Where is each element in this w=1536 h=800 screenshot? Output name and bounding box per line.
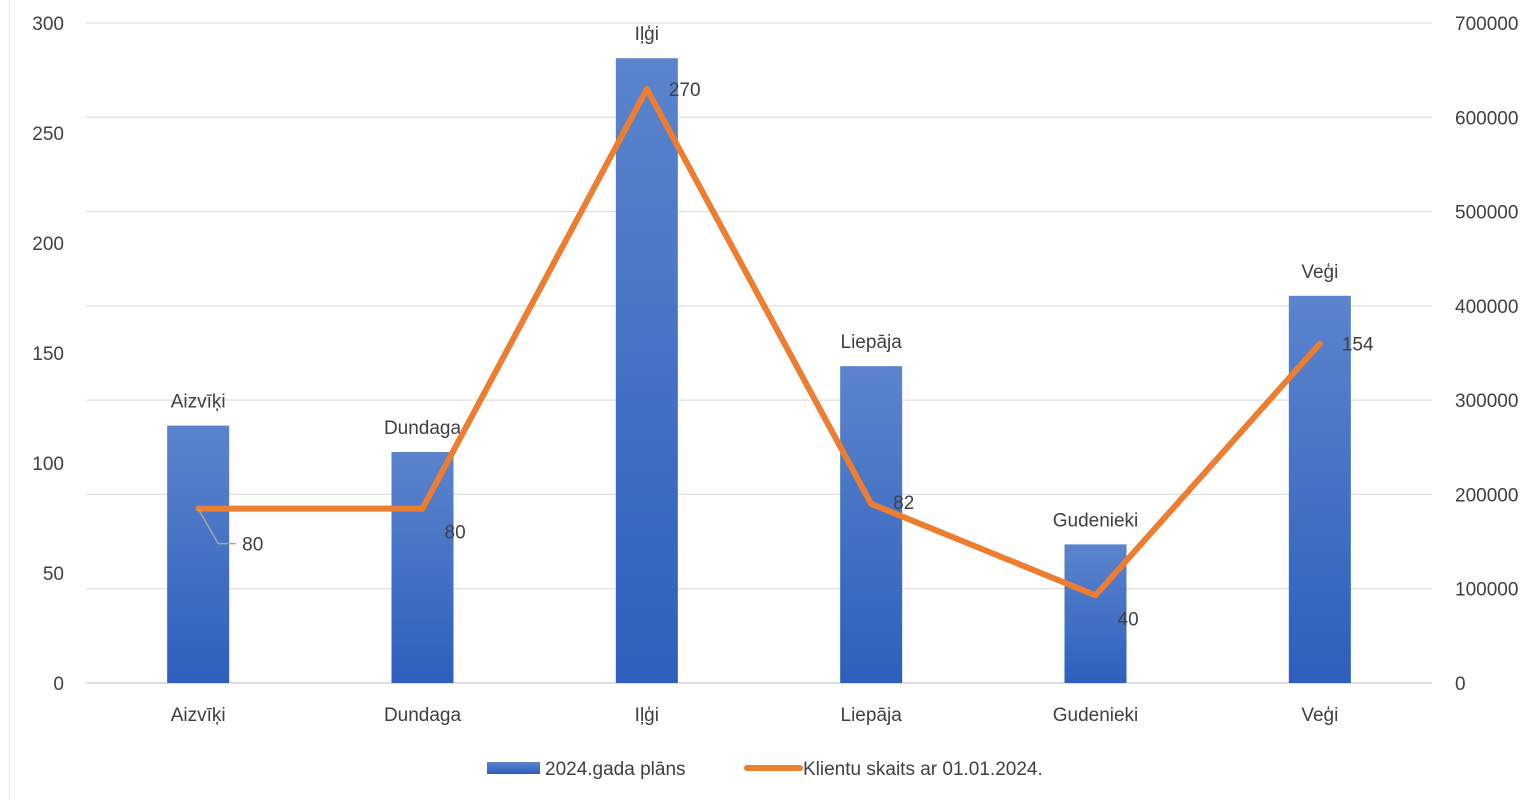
right-axis-tick-label: 200000 <box>1455 485 1518 506</box>
left-axis-tick-label: 0 <box>53 674 64 695</box>
bar <box>1288 295 1351 683</box>
left-axis-tick-label: 200 <box>32 234 64 255</box>
bar-data-label: Aizvīķi <box>171 392 226 413</box>
legend-bar-label: 2024.gada plāns <box>545 759 686 780</box>
bar-data-label: Liepāja <box>841 332 903 353</box>
data-label-leader-line <box>197 508 237 545</box>
right-y-axis: 0 100000 200000 300000 400000 500000 600000 700… <box>1455 14 1518 695</box>
bar <box>840 366 903 683</box>
left-axis-tick-label: 100 <box>32 454 64 475</box>
line-series-path <box>195 86 1323 599</box>
left-y-axis: 0 50 100 150 200 250 300 <box>32 14 64 695</box>
bar <box>615 58 678 683</box>
bar <box>1064 544 1127 683</box>
right-axis-tick-label: 0 <box>1455 674 1466 695</box>
bar <box>391 452 454 683</box>
right-axis-tick-label: 400000 <box>1455 297 1518 318</box>
x-axis-category-label: Gudenieki <box>1053 705 1139 726</box>
bar-data-label: Gudenieki <box>1053 510 1139 531</box>
line-data-label: 40 <box>1118 609 1139 630</box>
right-axis-tick-label: 500000 <box>1455 203 1518 224</box>
x-axis-category-label: Aizvīķi <box>171 705 226 726</box>
line-data-label: 154 <box>1342 335 1374 356</box>
line-point <box>1094 594 1097 597</box>
legend-line-label: Klientu skaits ar 01.01.2024. <box>803 759 1043 780</box>
bar-data-label: Iļģi <box>635 24 659 45</box>
right-axis-tick-label: 300000 <box>1455 391 1518 412</box>
x-axis-category-label: Veģi <box>1301 705 1338 726</box>
bar-series: Aizvīķi Dundaga Iļģi Liepāja Gudenieki Veģi <box>167 24 1351 683</box>
right-axis-tick-label: 100000 <box>1455 580 1518 601</box>
line-data-label: 270 <box>669 80 701 101</box>
line-point <box>421 507 424 510</box>
bar-data-label: Dundaga <box>384 418 462 439</box>
right-axis-tick-label: 700000 <box>1455 14 1518 35</box>
line-data-label: 80 <box>445 523 466 544</box>
legend: 2024.gada plāns Klientu skaits ar 01.01.2… <box>487 759 1043 780</box>
line-series: 80 80 270 82 40 154 <box>195 80 1374 630</box>
gridlines <box>86 22 1432 684</box>
left-axis-tick-label: 150 <box>32 344 64 365</box>
right-axis-tick-label: 600000 <box>1455 108 1518 129</box>
legend-bar-swatch <box>487 762 540 774</box>
line-point <box>870 502 873 505</box>
left-axis-tick-label: 50 <box>43 564 64 585</box>
x-axis-category-label: Dundaga <box>384 705 462 726</box>
line-data-label: 82 <box>893 493 914 514</box>
line-data-label: 80 <box>242 535 263 556</box>
bar-data-label: Veģi <box>1301 262 1338 283</box>
x-axis-category-label: Liepāja <box>841 705 903 726</box>
x-axis: Aizvīķi Dundaga Iļģi Liepāja Gudenieki Veģi <box>171 705 1339 726</box>
chart-border <box>9 0 10 800</box>
x-axis-category-label: Iļģi <box>635 705 659 726</box>
bar <box>167 425 230 683</box>
left-axis-tick-label: 250 <box>32 124 64 145</box>
left-axis-tick-label: 300 <box>32 14 64 35</box>
line-point <box>645 88 648 90</box>
line-point <box>1318 342 1321 345</box>
